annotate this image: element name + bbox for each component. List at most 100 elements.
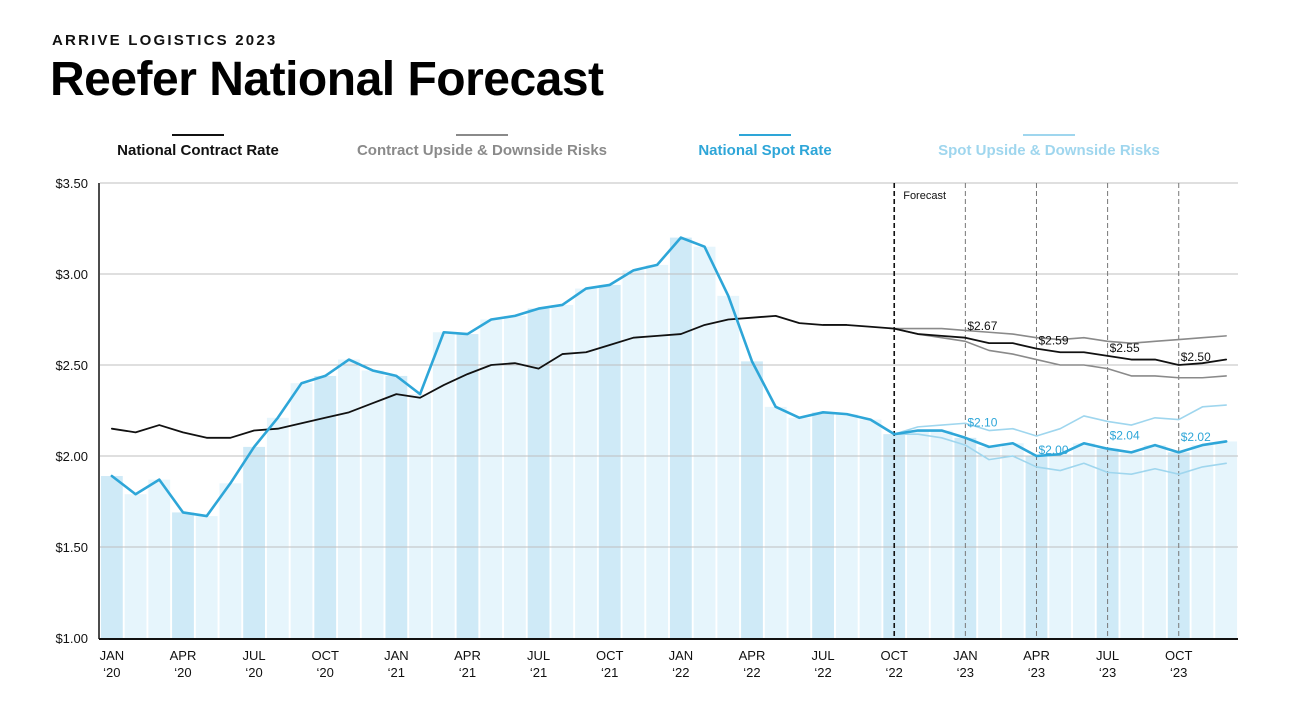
y-tick-label: $3.50: [55, 176, 88, 191]
month-bar: [243, 446, 266, 638]
month-bar: [575, 288, 597, 638]
x-tick-label: ‘20: [317, 665, 334, 680]
month-bar: [812, 412, 835, 638]
x-tick-label: OCT: [1165, 648, 1193, 663]
x-tick-label: JUL: [1096, 648, 1119, 663]
x-tick-label: ‘21: [601, 665, 618, 680]
x-tick-label: ‘22: [814, 665, 831, 680]
x-tick-label: OCT: [881, 648, 909, 663]
month-bar: [480, 319, 503, 638]
x-tick-label: APR: [170, 648, 197, 663]
month-bar: [195, 516, 218, 638]
month-bar: [930, 430, 953, 638]
legend-swatch-spot: [739, 134, 791, 136]
legend-item-contract: National Contract Rate: [68, 134, 328, 159]
month-bar: [124, 494, 147, 638]
legend-label-spot: National Spot Rate: [698, 142, 832, 159]
month-bar: [693, 246, 716, 638]
legend-swatch-contract: [172, 134, 224, 136]
value-annotation: $2.50: [1181, 350, 1211, 364]
legend-item-contract-risks: Contract Upside & Downside Risks: [352, 134, 612, 159]
y-tick-label: $3.00: [55, 267, 88, 282]
x-tick-label: JAN: [953, 648, 978, 663]
x-tick-label: ‘21: [530, 665, 547, 680]
month-bar: [859, 419, 882, 638]
eyebrow-label: ARRIVE LOGISTICS 2023: [52, 32, 278, 49]
month-bar: [290, 383, 313, 638]
x-tick-label: ‘23: [1028, 665, 1045, 680]
value-annotation: $2.67: [967, 319, 997, 333]
x-tick-label: APR: [739, 648, 766, 663]
month-bar: [1144, 445, 1166, 638]
y-tick-label: $1.00: [55, 631, 88, 646]
month-bar: [266, 417, 289, 638]
month-bar: [646, 264, 669, 638]
y-tick-label: $2.50: [55, 358, 88, 373]
x-tick-label: JUL: [243, 648, 266, 663]
month-bar: [622, 270, 645, 638]
series-line-spot-downside-risk: [893, 433, 1227, 476]
x-tick-label: APR: [454, 648, 481, 663]
series-line-contract-upside-risk: [893, 327, 1227, 344]
month-bar: [978, 446, 1000, 638]
value-annotation: $2.10: [967, 416, 997, 430]
legend-label-contract: National Contract Rate: [117, 142, 279, 159]
month-bar: [456, 334, 479, 638]
x-tick-label: ‘20: [174, 665, 191, 680]
series-line-spot-upside-risk: [893, 404, 1227, 437]
x-tick-label: OCT: [312, 648, 340, 663]
x-tick-label: JUL: [527, 648, 550, 663]
month-bar: [338, 359, 360, 638]
x-tick-label: OCT: [596, 648, 624, 663]
month-bar: [788, 417, 811, 638]
x-tick-label: JUL: [812, 648, 835, 663]
month-bar: [907, 430, 929, 638]
legend-label-contract-risks: Contract Upside & Downside Risks: [356, 142, 608, 159]
month-bar: [385, 375, 408, 638]
month-bar: [409, 394, 431, 638]
legend-swatch-contract-risks: [456, 134, 508, 136]
month-bar: [1049, 454, 1072, 638]
month-bar: [1001, 443, 1024, 638]
x-tick-label: ‘21: [459, 665, 476, 680]
month-bar: [669, 237, 692, 638]
month-bar: [1072, 443, 1095, 638]
month-bar: [1215, 441, 1238, 638]
x-tick-label: ‘20: [103, 665, 120, 680]
x-tick-label: ‘20: [245, 665, 262, 680]
month-bar: [148, 479, 171, 638]
month-bar: [219, 483, 242, 638]
x-tick-label: APR: [1023, 648, 1050, 663]
month-bar: [835, 414, 858, 638]
month-bar: [361, 370, 384, 638]
legend-swatch-spot-risks: [1023, 134, 1075, 136]
month-bar: [764, 406, 787, 638]
month-bar: [503, 315, 526, 638]
month-bar: [314, 375, 337, 638]
value-annotation: $2.04: [1110, 428, 1140, 442]
x-tick-label: ‘22: [886, 665, 903, 680]
value-annotation: $2.00: [1038, 443, 1068, 457]
legend-item-spot-risks: Spot Upside & Downside Risks: [919, 134, 1179, 159]
series-line-national-contract-rate: [110, 314, 1228, 439]
x-tick-label: JAN: [100, 648, 125, 663]
month-bar: [598, 284, 621, 638]
month-bar: [741, 361, 763, 638]
month-bar: [432, 332, 455, 638]
month-bar: [172, 512, 194, 638]
value-annotation: $2.59: [1038, 334, 1068, 348]
x-tick-label: ‘22: [672, 665, 689, 680]
month-bar: [717, 295, 740, 638]
x-tick-label: JAN: [669, 648, 694, 663]
x-tick-label: ‘23: [1099, 665, 1116, 680]
page-title: Reefer National Forecast: [50, 53, 604, 106]
month-bar: [527, 308, 550, 638]
y-tick-label: $1.50: [55, 540, 88, 555]
x-tick-label: ‘21: [388, 665, 405, 680]
forecast-label: Forecast: [903, 190, 946, 202]
month-bar: [1191, 445, 1214, 638]
x-tick-label: ‘23: [1170, 665, 1187, 680]
value-annotation: $2.55: [1110, 341, 1140, 355]
legend-label-spot-risks: Spot Upside & Downside Risks: [938, 142, 1160, 159]
series-line-national-spot-rate: [110, 236, 1228, 518]
